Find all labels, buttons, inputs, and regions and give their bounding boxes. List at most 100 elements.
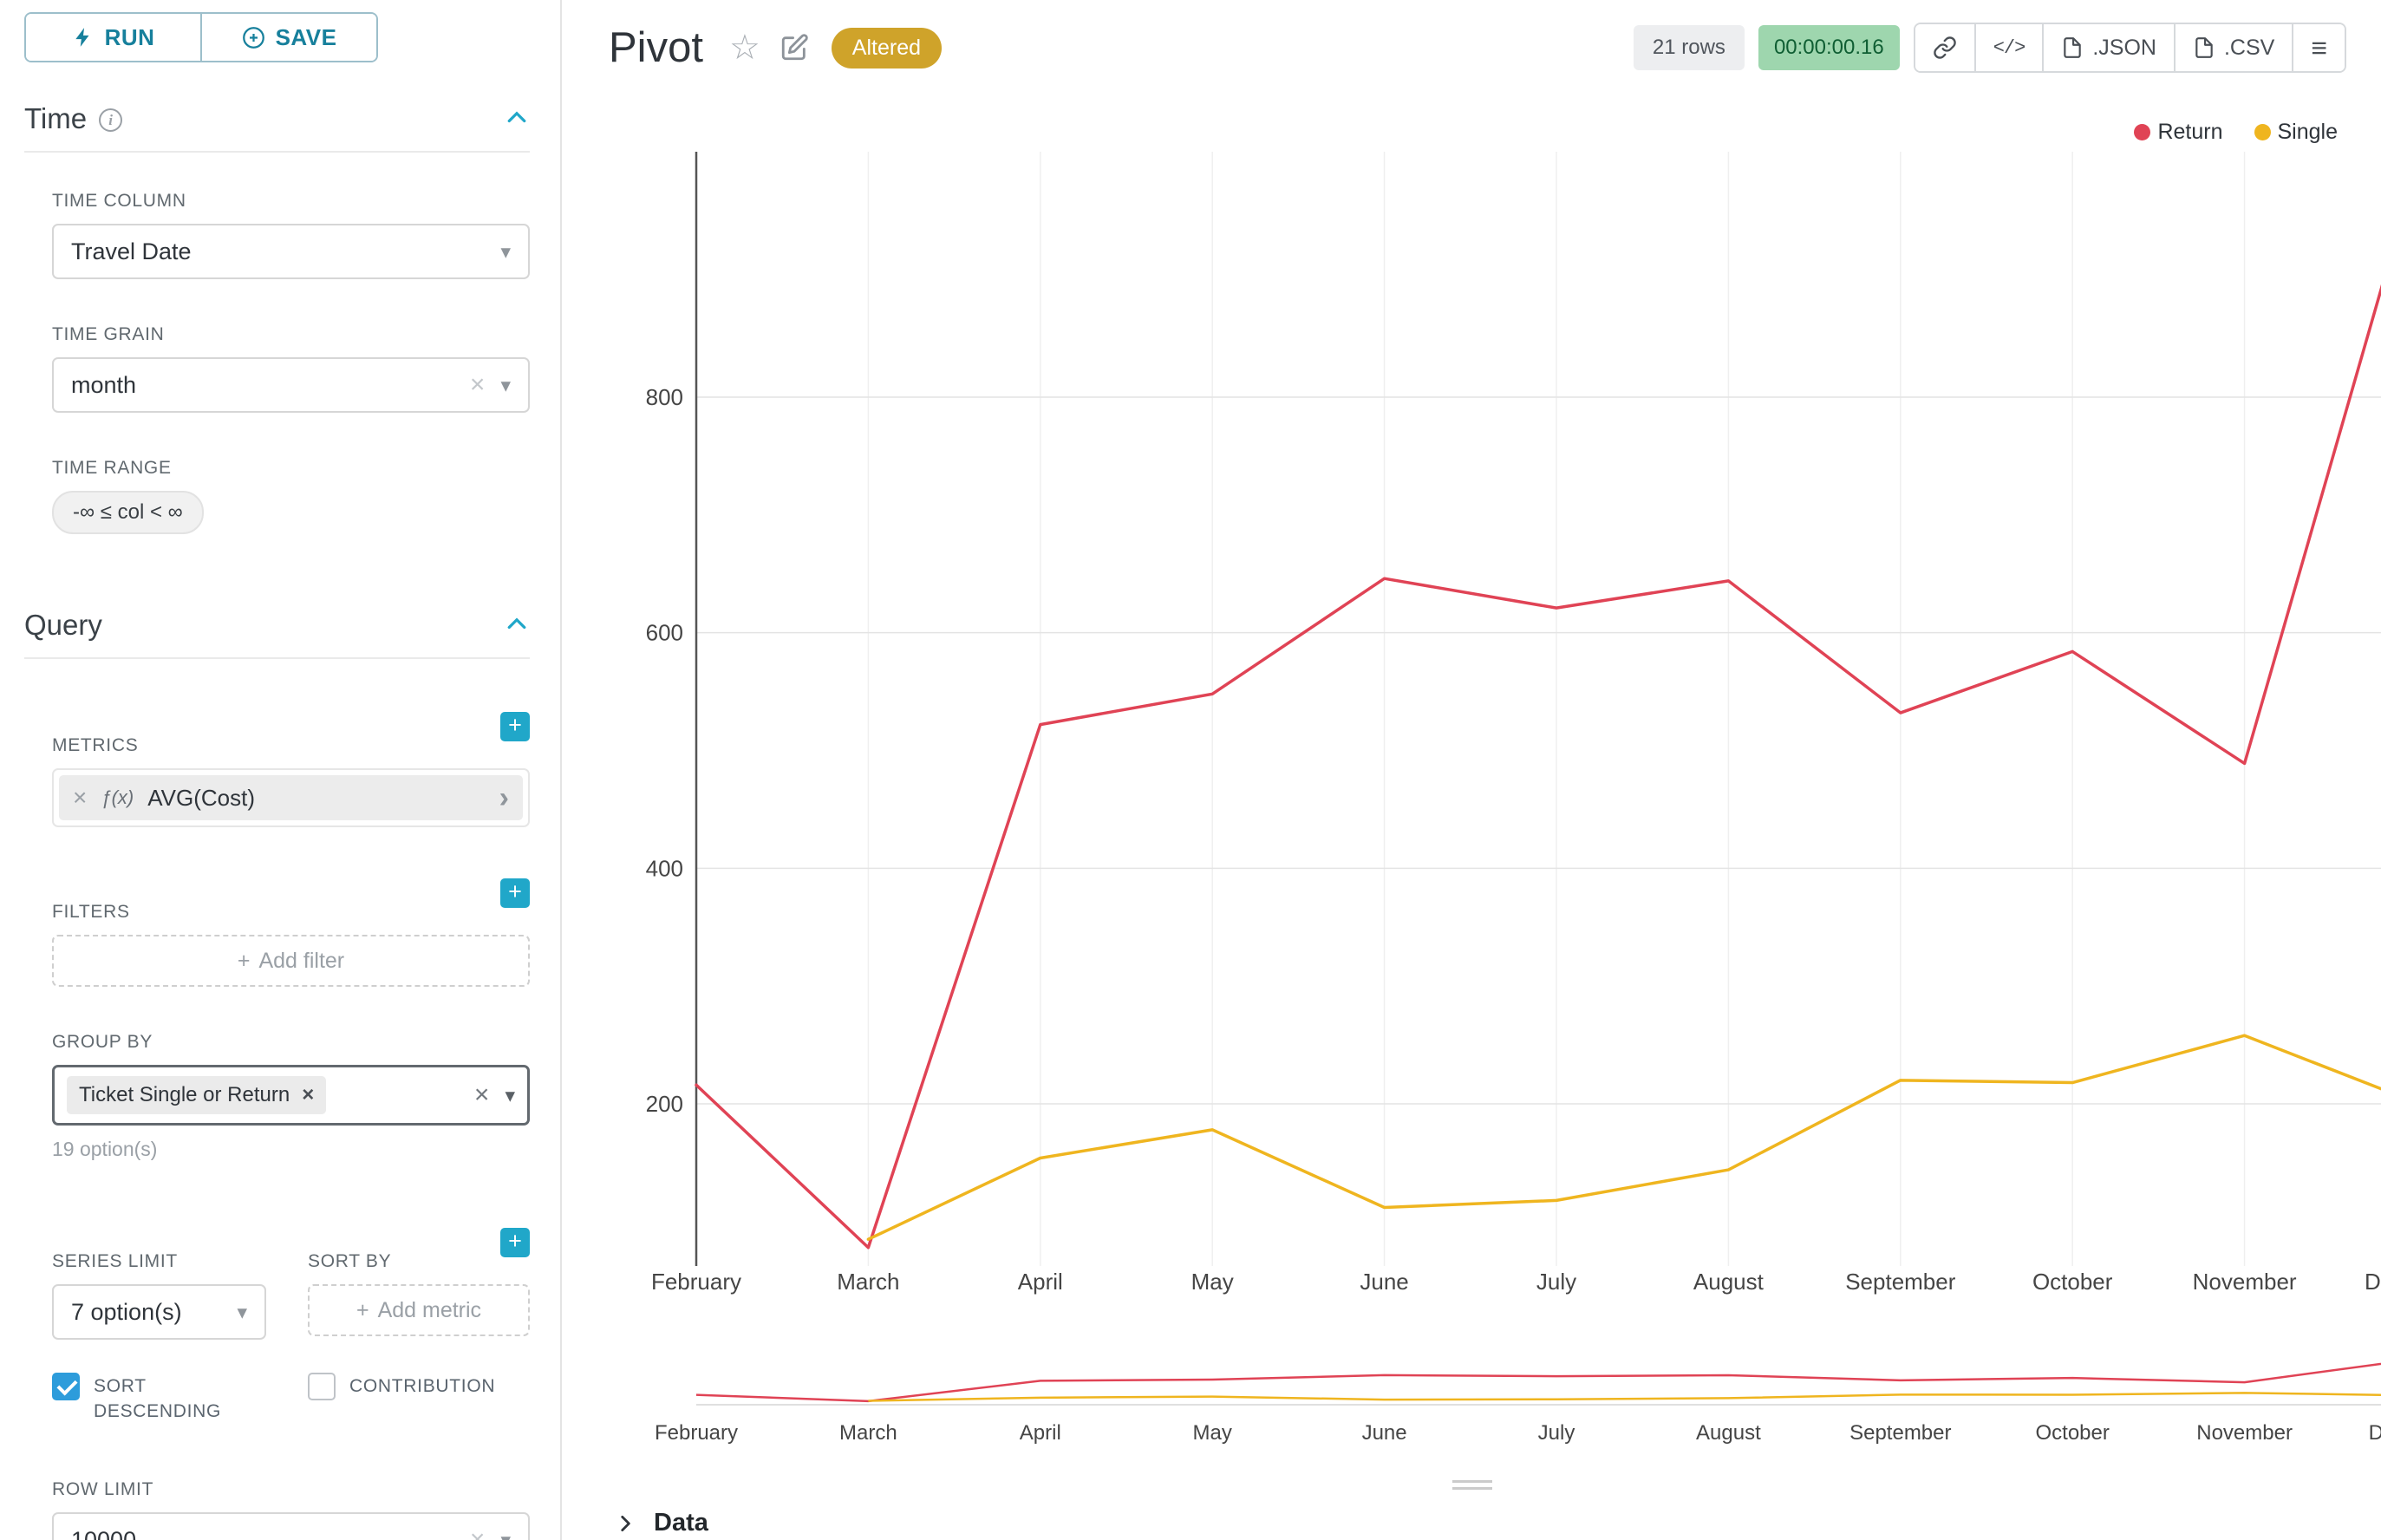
add-sort-metric-button[interactable]: + (500, 1228, 530, 1257)
row-count-badge: 21 rows (1633, 25, 1745, 70)
time-grain-select[interactable]: month × ▾ (52, 357, 530, 413)
series-limit-value: 7 option(s) (71, 1298, 182, 1325)
caret-down-icon: ▾ (237, 1300, 247, 1323)
svg-text:May: May (1193, 1421, 1232, 1445)
add-filter-placeholder: Add filter (258, 948, 345, 973)
chart-title: Pivot (609, 23, 703, 71)
row-limit-select[interactable]: 10000 × ▾ (52, 1512, 530, 1540)
filters-label: FILTERS (52, 902, 130, 922)
group-by-tag[interactable]: Ticket Single or Return × (67, 1076, 327, 1114)
query-section-body: METRICS + × ƒ(x) AVG(Cost) › FILTERS + (0, 697, 560, 1540)
legend-label: Return (2157, 120, 2223, 144)
legend-item[interactable]: Single (2254, 120, 2339, 145)
export-csv-label: .CSV (2223, 35, 2275, 60)
legend-item[interactable]: Return (2134, 120, 2223, 145)
add-filter-dropzone[interactable]: + Add filter (52, 935, 530, 987)
chevron-up-icon[interactable] (504, 106, 530, 132)
metrics-label: METRICS (52, 735, 139, 755)
data-panel-title: Data (654, 1509, 708, 1537)
save-button[interactable]: SAVE (202, 14, 376, 61)
plus-icon: + (356, 1297, 369, 1322)
sort-descending-checkbox[interactable] (52, 1373, 80, 1400)
svg-text:February: February (651, 1269, 741, 1295)
add-sort-metric-dropzone[interactable]: + Add metric (308, 1284, 530, 1336)
query-section-header[interactable]: Query (24, 609, 530, 659)
contribution-checkbox[interactable] (308, 1373, 336, 1400)
clear-icon[interactable]: × (473, 1080, 490, 1109)
range-selector-chart[interactable]: February March April May June July August Septe… (564, 1340, 2381, 1487)
save-button-label: SAVE (275, 23, 337, 50)
bolt-icon (75, 28, 89, 47)
group-by-select[interactable]: Ticket Single or Return × × ▾ (52, 1065, 530, 1126)
svg-text:August: August (1696, 1421, 1761, 1445)
run-button[interactable]: RUN (26, 14, 202, 61)
legend-label: Single (2277, 120, 2339, 144)
sort-descending-checkbox-row[interactable]: SORT DESCENDING (52, 1371, 266, 1424)
svg-text:June: June (1362, 1421, 1407, 1445)
contribution-label: CONTRIBUTION (349, 1376, 496, 1396)
time-section-header[interactable]: Time i (24, 102, 530, 153)
edit-icon[interactable] (780, 33, 809, 62)
file-icon (2195, 37, 2213, 58)
info-glyph: i (108, 111, 113, 128)
data-panel-toggle[interactable]: Data (614, 1509, 708, 1537)
svg-text:November: November (2193, 1269, 2297, 1295)
svg-text:200: 200 (646, 1091, 683, 1117)
time-range-value[interactable]: -∞ ≤ col < ∞ (52, 491, 204, 534)
time-column-value: Travel Date (71, 238, 192, 264)
clear-icon[interactable]: × (469, 1525, 486, 1540)
code-icon: </> (1993, 36, 2026, 59)
svg-text:December: December (2365, 1269, 2381, 1295)
time-grain-value: month (71, 371, 137, 398)
legend-dot (2134, 124, 2151, 140)
series-limit-select[interactable]: 7 option(s) ▾ (52, 1284, 266, 1340)
caret-down-icon: ▾ (500, 373, 511, 396)
svg-text:September: September (1849, 1421, 1951, 1445)
time-section-title: Time (24, 102, 88, 134)
line-chart[interactable]: 200 400 600 800 February March April May June Jul… (564, 113, 2381, 1318)
svg-text:September: September (1845, 1269, 1956, 1295)
panel-resize-handle[interactable] (1438, 1472, 1507, 1498)
plus-icon: + (237, 948, 251, 973)
svg-text:May: May (1191, 1269, 1234, 1295)
caret-down-icon: ▾ (500, 1528, 511, 1540)
caret-down-icon: ▾ (505, 1083, 515, 1106)
svg-text:March: March (839, 1421, 897, 1445)
clear-icon[interactable]: × (469, 370, 486, 399)
run-button-label: RUN (104, 23, 155, 50)
export-json-button[interactable]: .JSON (2042, 24, 2174, 71)
export-csv-button[interactable]: .CSV (2173, 24, 2293, 71)
add-metric-button[interactable]: + (500, 712, 530, 741)
sort-by-label: SORT BY (308, 1251, 392, 1271)
add-filter-button[interactable]: + (500, 878, 530, 908)
metric-item[interactable]: × ƒ(x) AVG(Cost) › (59, 775, 523, 820)
caret-down-icon: ▾ (500, 239, 511, 263)
menu-button[interactable]: ≡ (2292, 24, 2345, 71)
favorite-star-icon[interactable]: ☆ (728, 29, 760, 67)
sort-descending-label: SORT DESCENDING (94, 1376, 222, 1421)
chart-header: Pivot ☆ Altered 21 rows 00:00:00.16 </> … (609, 23, 2346, 73)
remove-metric-icon[interactable]: × (73, 784, 88, 811)
hamburger-menu-icon: ≡ (2311, 31, 2327, 63)
export-button-group: </> .JSON .CSV ≡ (1913, 23, 2346, 73)
time-column-select[interactable]: Travel Date ▾ (52, 224, 530, 279)
link-icon (1934, 36, 1956, 59)
share-link-button[interactable] (1915, 24, 1974, 71)
file-icon (2064, 37, 2082, 58)
svg-text:600: 600 (646, 620, 683, 646)
info-icon: i (99, 108, 123, 132)
svg-text:April: April (1018, 1269, 1063, 1295)
chart-legend[interactable]: Return Single (2134, 120, 2338, 145)
svg-text:November: November (2196, 1421, 2293, 1445)
remove-tag-icon[interactable]: × (302, 1083, 315, 1106)
time-column-label: TIME COLUMN (52, 191, 186, 211)
metric-name: AVG(Cost) (147, 784, 256, 811)
chevron-up-icon[interactable] (504, 612, 530, 638)
time-grain-label: TIME GRAIN (52, 324, 165, 344)
svg-text:800: 800 (646, 384, 683, 410)
view-query-button[interactable]: </> (1973, 24, 2043, 71)
contribution-checkbox-row[interactable]: CONTRIBUTION (308, 1371, 495, 1424)
svg-text:October: October (2036, 1421, 2110, 1445)
svg-text:400: 400 (646, 855, 683, 881)
svg-text:October: October (2032, 1269, 2113, 1295)
